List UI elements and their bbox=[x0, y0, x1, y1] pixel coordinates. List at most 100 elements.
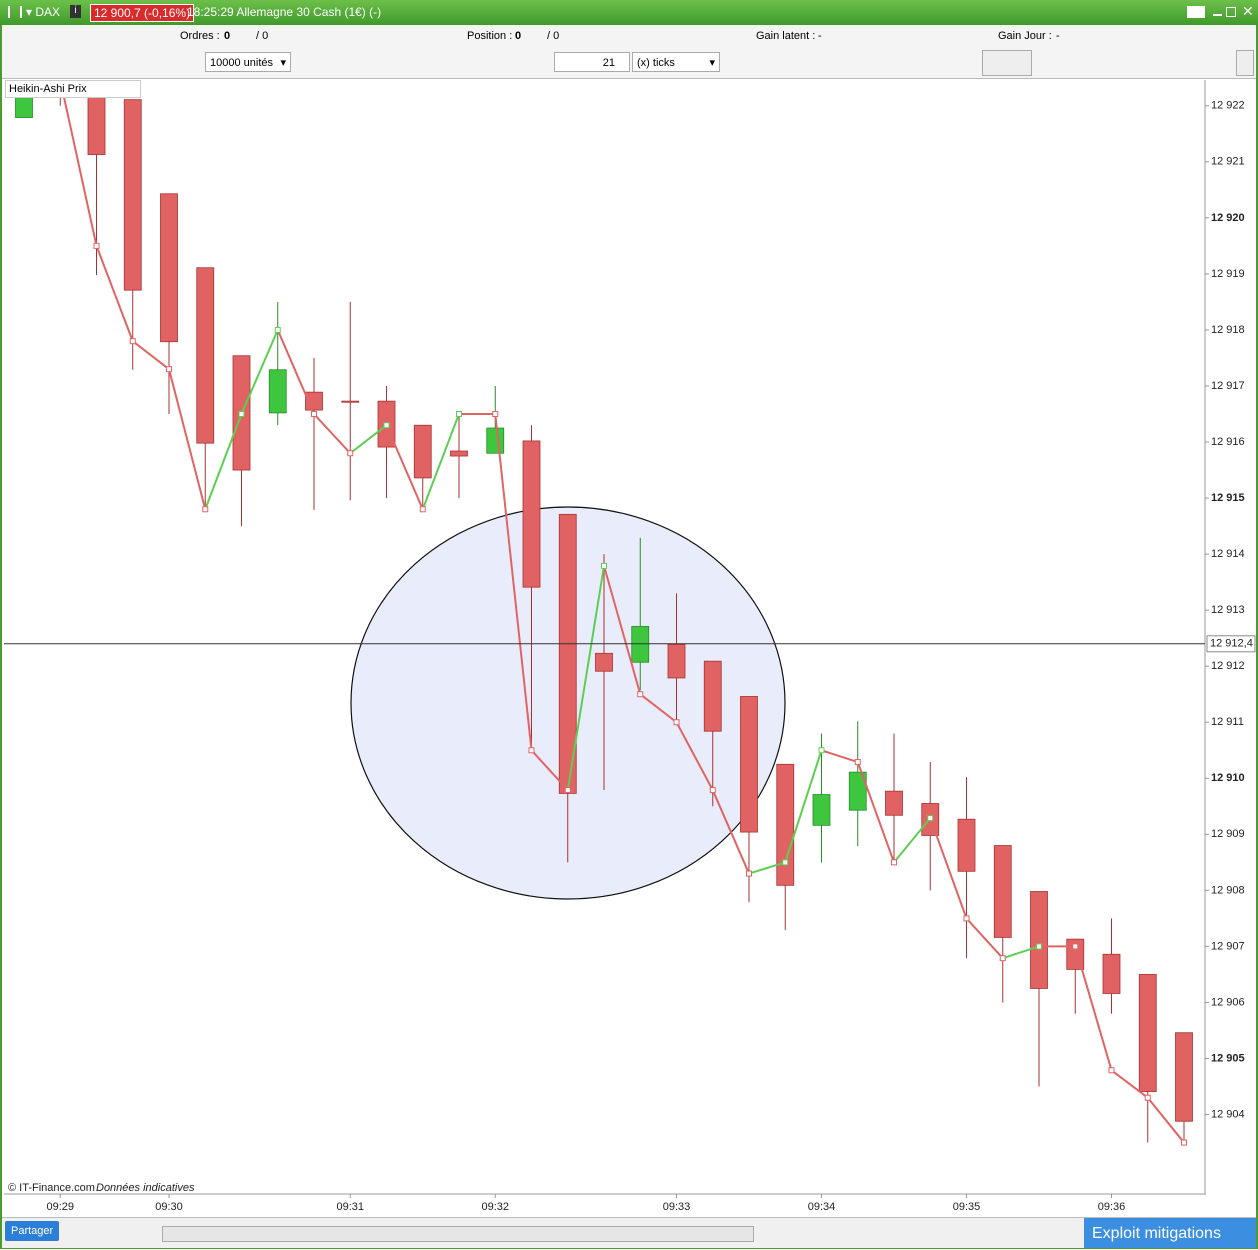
line-point bbox=[274, 326, 281, 333]
y-tick-label: 12 913 bbox=[1211, 604, 1245, 616]
line-point bbox=[854, 759, 861, 766]
x-tick-label: 09:32 bbox=[481, 1201, 509, 1213]
overlay-notice: Exploit mitigations bbox=[1084, 1218, 1256, 1248]
line-point bbox=[673, 719, 680, 726]
line-segment bbox=[168, 368, 207, 510]
line-segment bbox=[1074, 946, 1113, 1071]
candle-body bbox=[667, 643, 686, 679]
ticks-select[interactable]: (x) ticks ▾ bbox=[632, 52, 720, 72]
y-tick-label: 12 916 bbox=[1211, 436, 1245, 448]
line-point bbox=[1036, 943, 1042, 950]
y-tick-label: 12 920 bbox=[1211, 212, 1245, 224]
units-select[interactable]: 10000 unités ▾ bbox=[205, 52, 291, 72]
units: 10000 unités bbox=[210, 57, 273, 69]
y-tick-label: 12 907 bbox=[1211, 940, 1245, 952]
line-segment bbox=[59, 80, 98, 247]
y-tick-label: 12 906 bbox=[1211, 996, 1245, 1008]
title-bar: ▾ DAX i 12 900,7 (-0,16%) 18:25:29 Allem… bbox=[0, 0, 1258, 25]
line-segment bbox=[603, 565, 642, 695]
y-tick-label: 12 904 bbox=[1211, 1108, 1245, 1120]
chart-type-select[interactable] bbox=[982, 50, 1032, 76]
line-point bbox=[564, 787, 571, 794]
gain-latent: - bbox=[818, 30, 822, 42]
line-segment bbox=[1002, 945, 1040, 960]
x-tick-label: 09:29 bbox=[46, 1201, 74, 1213]
line-segment bbox=[349, 424, 388, 455]
line-segment bbox=[821, 749, 859, 763]
line-segment bbox=[1110, 1069, 1149, 1099]
line-point bbox=[528, 747, 535, 754]
maximize[interactable] bbox=[1226, 7, 1236, 17]
candle-body bbox=[558, 513, 577, 794]
line-point bbox=[166, 366, 172, 373]
line-point bbox=[927, 815, 934, 822]
keyboard-icon[interactable] bbox=[1187, 6, 1205, 18]
candle-body bbox=[341, 400, 360, 403]
line-segment bbox=[132, 340, 170, 370]
candle-body bbox=[196, 267, 215, 444]
x-tick-label: 09:34 bbox=[808, 1201, 836, 1213]
line-segment bbox=[276, 329, 315, 415]
line-segment bbox=[748, 861, 786, 875]
share-button[interactable]: Partager bbox=[5, 1221, 60, 1241]
settings-bar: 10000 unités ▾ 21 (x) ticks ▾ bbox=[2, 47, 1256, 79]
candle-body bbox=[812, 794, 831, 826]
minimize[interactable] bbox=[1213, 14, 1222, 16]
line-point bbox=[238, 411, 245, 418]
position: 0 bbox=[515, 30, 522, 42]
ticks-unit: (x) ticks bbox=[637, 57, 675, 69]
price-label-box bbox=[1206, 635, 1256, 653]
symbol[interactable]: ▾ DAX bbox=[26, 5, 61, 19]
ticks-input[interactable]: 21 bbox=[554, 52, 630, 72]
close[interactable]: ✕ bbox=[1242, 3, 1254, 19]
line-point bbox=[202, 506, 209, 513]
price: 12 900,7 (-0,16%) bbox=[90, 4, 195, 22]
candle-body bbox=[450, 450, 468, 457]
ticks-count: 21 bbox=[602, 57, 615, 69]
candle-body bbox=[123, 99, 142, 291]
line-segment bbox=[893, 817, 932, 863]
line-point bbox=[383, 422, 390, 429]
line-point bbox=[311, 411, 317, 418]
x-tick-label: 09:36 bbox=[1098, 1201, 1126, 1213]
chart-icon[interactable] bbox=[8, 6, 22, 18]
window-title: 18:25:29 Allemagne 30 Cash (1€) (-) bbox=[187, 5, 382, 19]
line-segment bbox=[856, 761, 895, 863]
line-segment bbox=[240, 329, 279, 415]
line-segment bbox=[494, 413, 533, 751]
gain-latent-label: Gain latent : bbox=[756, 30, 816, 42]
gain-jour: - bbox=[1056, 30, 1060, 42]
x-tick-label: 09:35 bbox=[953, 1201, 981, 1213]
line-point bbox=[891, 859, 897, 866]
info-icon[interactable]: i bbox=[70, 5, 81, 18]
candle-body bbox=[1030, 891, 1048, 989]
line-segment bbox=[566, 565, 605, 791]
position-sep: / 0 bbox=[547, 30, 560, 42]
candle-body bbox=[160, 193, 178, 343]
line-segment bbox=[1146, 1097, 1185, 1144]
line-segment bbox=[929, 817, 968, 919]
y-tick-label: 12 921 bbox=[1211, 156, 1245, 168]
line-point bbox=[601, 562, 607, 569]
line-point bbox=[999, 955, 1006, 962]
x-tick-label: 09:31 bbox=[336, 1201, 364, 1213]
chart-title: Heikin-Ashi Prix bbox=[9, 83, 87, 95]
x-tick-label: 09:30 bbox=[155, 1201, 183, 1213]
y-tick-label: 12 910 bbox=[1211, 772, 1245, 784]
scrollbar[interactable] bbox=[162, 1226, 754, 1242]
disclaimer: Données indicatives bbox=[96, 1182, 195, 1194]
line-segment bbox=[421, 413, 460, 510]
line-segment bbox=[204, 413, 243, 510]
line-point bbox=[782, 859, 789, 866]
order-bar: Ordres : 0 / 0 Position : 0 / 0 Gain lat… bbox=[2, 25, 1256, 48]
line-point bbox=[963, 915, 970, 922]
position-label: Position : bbox=[467, 30, 513, 42]
line-segment bbox=[530, 749, 569, 791]
side-toggle[interactable] bbox=[1236, 50, 1254, 76]
y-tick-label: 12 912 bbox=[1211, 660, 1245, 672]
y-tick-label: 12 914 bbox=[1211, 548, 1245, 560]
line-point bbox=[1108, 1067, 1115, 1074]
candle-body bbox=[957, 818, 976, 872]
